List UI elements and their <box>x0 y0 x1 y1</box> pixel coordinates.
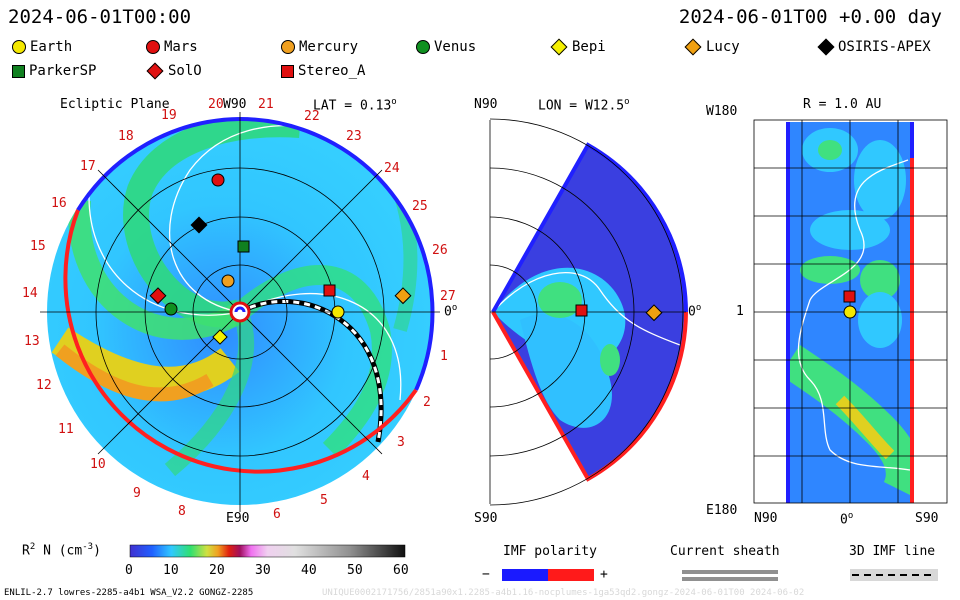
clock-4: 4 <box>362 469 370 484</box>
w180-label: W180 <box>706 104 738 119</box>
clock-5: 5 <box>320 493 328 508</box>
mercury-icon <box>281 40 295 54</box>
imf-negative-bar <box>502 569 548 581</box>
earth-radial-marker <box>843 305 857 319</box>
clock-10: 10 <box>90 457 106 472</box>
clock-23: 23 <box>346 129 362 144</box>
clock-18: 18 <box>118 129 134 144</box>
zero-label: 0o <box>444 303 458 320</box>
legend-lucy: Lucy <box>684 38 740 56</box>
clock-6: 6 <box>273 507 281 522</box>
sheath-bar-2 <box>682 577 778 581</box>
stereo-a-radial-marker <box>843 290 856 303</box>
e90-label: E90 <box>226 511 250 526</box>
imf-polarity-title: IMF polarity <box>503 544 597 559</box>
legend-parkersp: ParkerSP <box>12 63 96 79</box>
clock-2: 2 <box>423 395 431 410</box>
colorbar-label: R2 N (cm-3) <box>22 542 101 559</box>
meridional-plane-plot <box>489 118 688 506</box>
solo-marker <box>149 287 167 305</box>
radial-mid-label: 1 <box>736 304 744 319</box>
stereo-a-meridional-marker <box>575 304 588 317</box>
radial-s90-label: S90 <box>915 511 939 526</box>
legend-mars: Mars <box>146 39 198 55</box>
radial-surface-plot <box>753 119 948 504</box>
sheath-bar-1 <box>682 570 778 574</box>
footer-right: UNIQUE0002171756/2851a90x1.2285-a4b1.16-… <box>322 588 805 598</box>
clock-21: 21 <box>258 97 274 112</box>
legend-solo: SolO <box>146 62 202 80</box>
current-time: 2024-06-01T00 +0.00 day <box>678 6 942 28</box>
imf3d-title: 3D IMF line <box>849 544 936 559</box>
mars-marker <box>211 173 225 187</box>
clock-27: 27 <box>440 289 456 304</box>
clock-24: 24 <box>384 161 400 176</box>
parkersp-marker <box>237 240 250 253</box>
legend-earth: Earth <box>12 39 72 55</box>
legend-bepi: Bepi <box>550 38 606 56</box>
clock-3: 3 <box>397 435 405 450</box>
current-sheath-title: Current sheath <box>670 544 780 559</box>
osiris-apex-marker <box>190 216 208 234</box>
cbar-tick-0: 0 <box>125 563 133 578</box>
clock-19: 19 <box>161 108 177 123</box>
earth-marker <box>331 305 345 319</box>
imf-minus: − <box>482 567 490 582</box>
legend-stereo-a: Stereo_A <box>281 63 365 79</box>
meridional-zero-label: 0o <box>688 303 702 320</box>
clock-8: 8 <box>178 504 186 519</box>
mercury-marker <box>221 274 235 288</box>
lat-label: LAT = 0.13o <box>313 97 397 114</box>
earth-icon <box>12 40 26 54</box>
clock-1: 1 <box>440 349 448 364</box>
stereo-a-icon <box>281 64 294 78</box>
imf-positive-bar <box>548 569 594 581</box>
cbar-tick-30: 30 <box>255 563 271 578</box>
clock-11: 11 <box>58 422 74 437</box>
legend-venus: Venus <box>416 39 476 55</box>
lon-label: LON = W12.5o <box>538 97 630 114</box>
clock-16: 16 <box>51 196 67 211</box>
start-time: 2024-06-01T00:00 <box>8 6 192 28</box>
cbar-tick-20: 20 <box>209 563 225 578</box>
clock-12: 12 <box>36 378 52 393</box>
imf-plus: + <box>600 567 608 582</box>
s90-label: S90 <box>474 511 498 526</box>
radius-label: R = 1.0 AU <box>803 97 882 112</box>
stereo-a-marker <box>323 284 336 297</box>
radial-n90-label: N90 <box>754 511 778 526</box>
clock-15: 15 <box>30 239 46 254</box>
cbar-tick-10: 10 <box>163 563 179 578</box>
density-colorbar <box>129 544 406 558</box>
lucy-marker <box>394 287 412 305</box>
legend-mercury: Mercury <box>281 39 358 55</box>
footer-left: ENLIL-2.7 lowres-2285-a4b1 WSA_V2.2 GONG… <box>4 588 254 598</box>
clock-17: 17 <box>80 159 96 174</box>
n90-label: N90 <box>474 97 498 112</box>
clock-9: 9 <box>133 486 141 501</box>
clock-22: 22 <box>304 109 320 124</box>
cbar-tick-40: 40 <box>301 563 317 578</box>
clock-14: 14 <box>22 286 38 301</box>
ecliptic-plane-plot <box>40 112 440 512</box>
cbar-tick-60: 60 <box>393 563 409 578</box>
lucy-meridional-marker <box>645 304 663 322</box>
e180-label: E180 <box>706 503 738 518</box>
legend-osiris-apex: OSIRIS-APEX <box>817 38 931 56</box>
clock-20: 20 <box>208 97 224 112</box>
parkersp-icon <box>12 64 25 78</box>
clock-13: 13 <box>24 334 40 349</box>
w90-label: W90 <box>223 97 247 112</box>
venus-icon <box>416 40 430 54</box>
bepi-marker <box>212 329 228 345</box>
mars-icon <box>146 40 160 54</box>
venus-marker <box>164 302 178 316</box>
radial-zero-label: 0o <box>840 511 854 528</box>
clock-25: 25 <box>412 199 428 214</box>
ecliptic-title: Ecliptic Plane <box>60 97 170 112</box>
cbar-tick-50: 50 <box>347 563 363 578</box>
clock-26: 26 <box>432 243 448 258</box>
